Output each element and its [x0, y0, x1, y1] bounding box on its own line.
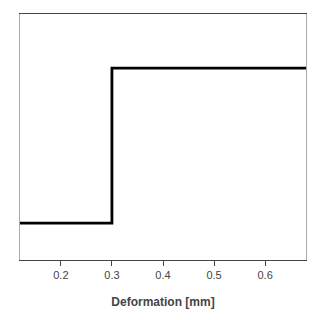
svg-text:0.3: 0.3 [104, 269, 119, 281]
svg-text:0.5: 0.5 [206, 269, 221, 281]
svg-text:0.6: 0.6 [257, 269, 272, 281]
svg-text:0.4: 0.4 [155, 269, 170, 281]
svg-text:0.2: 0.2 [53, 269, 68, 281]
svg-text:Deformation [mm]: Deformation [mm] [111, 295, 214, 309]
